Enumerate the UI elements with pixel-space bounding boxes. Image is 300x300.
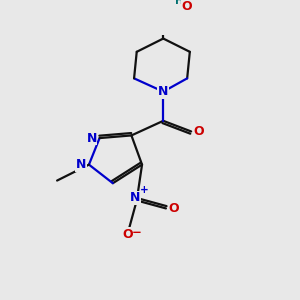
- Text: N: N: [76, 158, 86, 171]
- Text: O: O: [122, 228, 133, 241]
- Text: O: O: [182, 0, 193, 13]
- Text: +: +: [140, 185, 149, 195]
- Text: N: N: [158, 85, 169, 98]
- Text: O: O: [194, 125, 204, 138]
- Text: N: N: [86, 132, 97, 145]
- Text: H: H: [175, 0, 184, 6]
- Text: −: −: [131, 226, 141, 239]
- Text: N: N: [130, 191, 141, 204]
- Text: O: O: [169, 202, 179, 215]
